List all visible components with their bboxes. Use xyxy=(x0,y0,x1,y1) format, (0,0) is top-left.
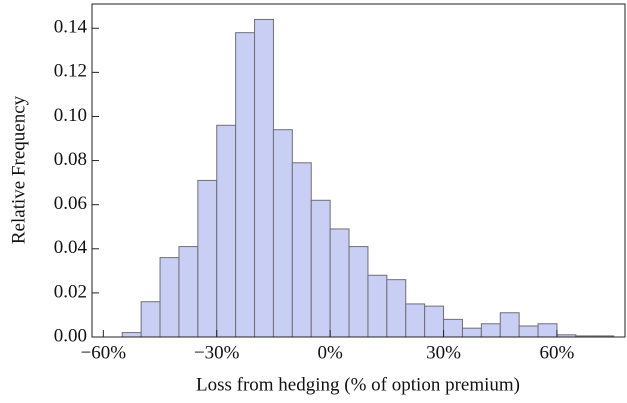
x-axis-label: Loss from hedging (% of option premium) xyxy=(196,374,520,395)
bar xyxy=(121,332,142,338)
bar xyxy=(386,279,407,338)
bar xyxy=(405,303,426,338)
x-tick-label: −30% xyxy=(194,342,240,363)
bar xyxy=(254,18,274,338)
y-axis-label: Relative Frequency xyxy=(8,95,29,244)
x-tick-label: 0% xyxy=(317,342,343,363)
y-tick-label: 0.10 xyxy=(54,105,87,126)
bar xyxy=(291,162,312,338)
plot-frame xyxy=(91,3,626,338)
x-tick-label: 60% xyxy=(540,342,575,363)
y-tick-label: 0.12 xyxy=(54,61,87,82)
x-tick-label: −60% xyxy=(81,342,127,363)
bar xyxy=(310,199,331,338)
bar xyxy=(367,274,388,338)
bar xyxy=(197,179,218,338)
bar xyxy=(461,327,482,338)
bar xyxy=(499,312,520,338)
bar xyxy=(235,32,256,338)
bar xyxy=(159,257,180,338)
y-tick-label: 0.04 xyxy=(54,237,88,258)
bar xyxy=(329,228,350,338)
bar xyxy=(178,246,199,338)
bar xyxy=(348,246,369,338)
bar xyxy=(424,305,445,338)
y-tick-label: 0.00 xyxy=(54,325,87,346)
x-tick-label: 30% xyxy=(426,342,461,363)
y-tick-label: 0.08 xyxy=(54,149,87,170)
bar xyxy=(272,129,293,338)
y-tick-label: 0.06 xyxy=(54,193,87,214)
bar xyxy=(216,124,237,338)
bar xyxy=(140,301,161,338)
bar xyxy=(480,323,501,338)
y-tick-label: 0.14 xyxy=(54,17,88,38)
y-tick-label: 0.02 xyxy=(54,281,87,302)
bar xyxy=(443,318,463,338)
bar xyxy=(518,325,539,338)
bar xyxy=(537,323,558,338)
